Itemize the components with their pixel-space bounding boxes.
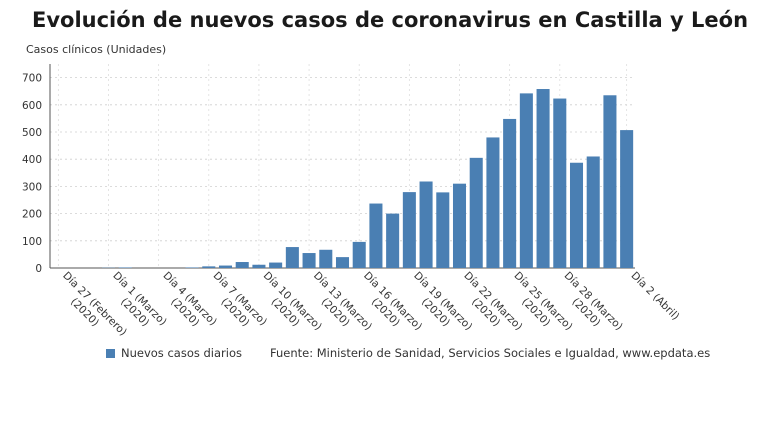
- bar: [469, 157, 483, 268]
- x-tick-label: Día 16 (Marzo)(2020): [352, 270, 424, 342]
- bar: [586, 156, 600, 268]
- bars: [101, 89, 634, 269]
- y-tick-label: 300: [22, 181, 42, 193]
- bar: [603, 95, 617, 268]
- bar: [302, 253, 316, 268]
- bar: [486, 137, 500, 268]
- bar: [402, 192, 416, 268]
- x-tick-label: Día 10 (Marzo)(2020): [252, 270, 324, 342]
- x-tick-label: Día 4 (Marzo)(2020): [151, 270, 219, 338]
- legend-swatch: [106, 348, 115, 358]
- chart-title: Evolución de nuevos casos de coronavirus…: [31, 8, 749, 32]
- bar: [452, 183, 467, 268]
- bar: [436, 192, 450, 268]
- y-tick-label: 400: [22, 154, 42, 166]
- y-tick-label: 500: [22, 127, 42, 139]
- bar: [252, 264, 266, 268]
- x-tick-label: Día 2 (Abril): [629, 270, 682, 323]
- bar: [536, 89, 550, 269]
- y-ticks: 0 100 200 300 400 500 600 700: [22, 73, 42, 275]
- x-ticks: Día 27 (Febrero)(2020) Día 1 (Marzo)(2020…: [60, 270, 682, 342]
- y-tick-label: 100: [22, 236, 42, 248]
- bar: [519, 93, 533, 268]
- legend: Nuevos casos diarios Fuente: Ministerio …: [106, 346, 710, 360]
- bar: [235, 262, 249, 268]
- y-axis-label: Casos clínicos (Unidades): [26, 43, 166, 56]
- bar: [202, 266, 216, 268]
- bar: [335, 257, 350, 268]
- y-tick-label: 0: [35, 263, 42, 275]
- bar: [352, 241, 366, 268]
- bar: [369, 203, 383, 268]
- bar: [503, 118, 517, 268]
- bar: [620, 130, 634, 268]
- x-tick-label: Día 28 (Marzo)(2020): [552, 270, 624, 342]
- y-tick-label: 200: [22, 209, 42, 221]
- legend-label: Nuevos casos diarios: [121, 346, 242, 360]
- x-tick-label: Día 7 (Marzo)(2020): [201, 270, 269, 338]
- x-tick-label: Día 13 (Marzo)(2020): [302, 270, 374, 342]
- source-note: Fuente: Ministerio de Sanidad, Servicios…: [270, 346, 711, 360]
- bar: [569, 162, 584, 268]
- bar: [118, 267, 132, 268]
- x-tick-label: Día 25 (Marzo)(2020): [502, 270, 574, 342]
- bar: [218, 265, 233, 268]
- x-tick-label: Día 19 (Marzo)(2020): [402, 270, 474, 342]
- y-tick-label: 600: [22, 100, 42, 112]
- bar: [553, 98, 567, 268]
- bar: [269, 262, 283, 268]
- bar: [319, 249, 333, 268]
- x-tick-label: Día 22 (Marzo)(2020): [452, 270, 524, 342]
- bar: [386, 213, 400, 268]
- bar: [419, 181, 433, 268]
- bar: [285, 247, 299, 268]
- y-tick-label: 700: [22, 73, 42, 85]
- bar: [185, 267, 199, 268]
